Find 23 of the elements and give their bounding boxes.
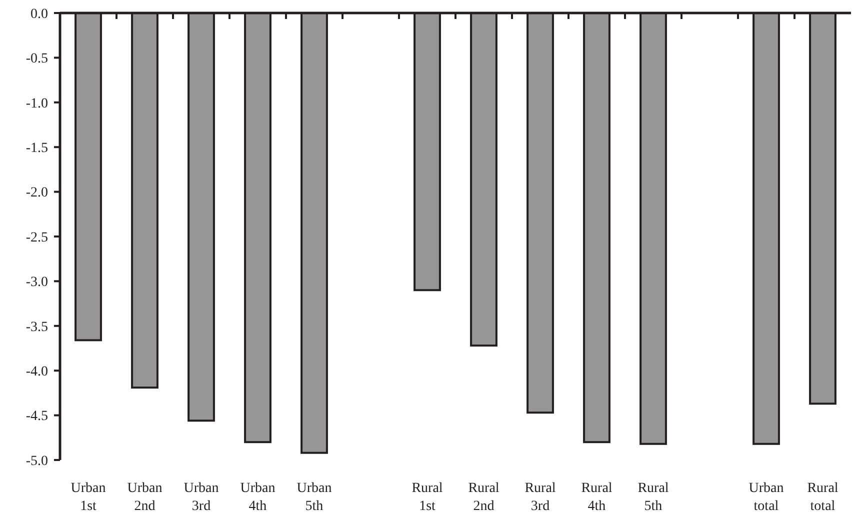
x-tick-label: Rural 5th [638, 481, 669, 514]
x-tick-label: Rural 3rd [524, 481, 556, 514]
x-tick-label: Urban 3rd [184, 481, 219, 514]
x-tick-label: Urban 4th [240, 481, 276, 514]
x-tick-label: Rural 4th [581, 481, 612, 514]
y-tick-label: -0.5 [26, 52, 48, 67]
y-tick-label: -5.0 [26, 454, 48, 469]
y-tick-label: -2.0 [26, 186, 48, 201]
y-tick-label: -1.5 [26, 141, 48, 156]
x-tick-label: Urban total [748, 481, 784, 514]
y-tick-label: 0.0 [30, 6, 48, 22]
y-tick-label: -2.5 [26, 230, 48, 246]
x-tick-label: Rural total [807, 481, 838, 514]
x-tick-label: Rural 1st [412, 481, 443, 514]
y-tick-label: -3.0 [26, 275, 48, 290]
y-tick-label: -4.5 [26, 409, 48, 424]
y-tick-label: -1.0 [26, 96, 48, 112]
x-tick-label: Rural 2nd [468, 481, 500, 514]
x-tick-label: Urban 5th [296, 481, 332, 514]
y-tick-label: -4.0 [26, 364, 48, 380]
x-tick-label: Urban 1st [70, 481, 106, 514]
x-tick-label: Urban 2nd [127, 481, 162, 514]
y-tick-label: -3.5 [26, 320, 48, 335]
